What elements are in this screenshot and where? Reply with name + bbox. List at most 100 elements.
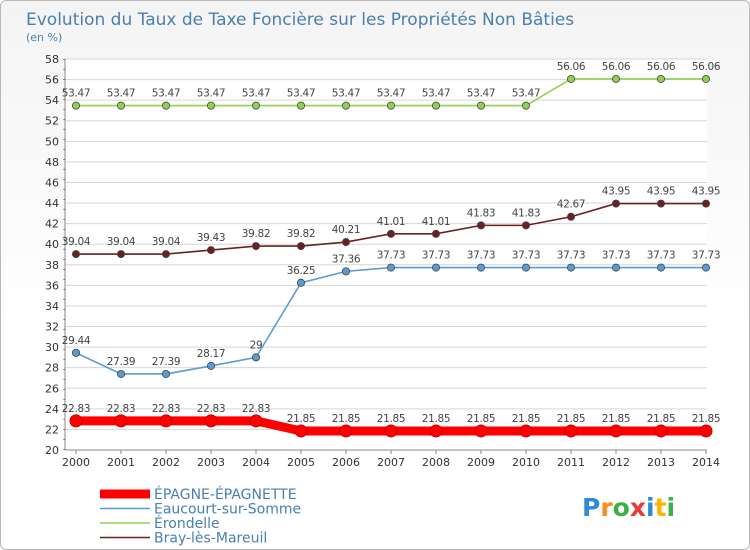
x-tick-label: 2014: [692, 456, 720, 469]
x-tick-label: 2000: [62, 456, 90, 469]
data-point: [702, 74, 711, 83]
y-tick-label: 56: [45, 74, 59, 87]
y-tick-label: 20: [45, 444, 59, 457]
data-point: [386, 101, 395, 110]
x-tick-label: 2007: [377, 456, 405, 469]
data-label: 21.85: [377, 413, 406, 425]
data-label: 43.95: [602, 186, 631, 198]
logo-letter: t: [655, 493, 667, 522]
data-label: 39.82: [287, 228, 316, 240]
x-tick-label: 2005: [287, 456, 315, 469]
data-label: 53.47: [152, 88, 181, 100]
data-label: 43.95: [692, 186, 721, 198]
data-point: [294, 424, 308, 438]
series: [69, 74, 713, 438]
y-tick-label: 44: [45, 197, 59, 210]
data-label: 21.85: [287, 413, 316, 425]
legend-label-0: ÉPAGNE-ÉPAGNETTE: [154, 486, 297, 503]
y-tick-label: 34: [45, 300, 59, 313]
data-label: 56.06: [557, 61, 586, 73]
data-point: [159, 414, 173, 428]
data-labels: 22.83 22.83 22.83 22.83 22.83 21.85 21.85 21.85…: [62, 61, 721, 425]
axes: 20 22 24 26 28 30 32 34 36 38 40 42 44 46 48 50 52 54 56 58…: [45, 53, 720, 469]
data-point: [251, 101, 260, 110]
data-point: [522, 101, 531, 110]
y-tick-label: 28: [45, 362, 59, 375]
data-point: [657, 263, 666, 272]
data-point: [117, 369, 126, 378]
data-label: 43.95: [647, 186, 676, 198]
data-label: 53.47: [377, 88, 406, 100]
data-label: 53.47: [62, 88, 91, 100]
data-label: 29: [250, 339, 263, 351]
data-label: 21.85: [512, 413, 541, 425]
data-point: [567, 263, 576, 272]
x-tick-label: 2008: [422, 456, 450, 469]
data-point: [114, 414, 128, 428]
data-label: 27.39: [152, 356, 181, 368]
data-point: [522, 221, 531, 230]
data-label: 39.04: [152, 236, 181, 248]
data-point: [519, 424, 533, 438]
data-label: 53.47: [242, 88, 271, 100]
data-point: [161, 101, 170, 110]
data-label: 41.83: [512, 207, 541, 219]
data-point: [431, 101, 440, 110]
data-point: [341, 267, 350, 276]
data-label: 40.21: [332, 224, 361, 236]
chart-subtitle: (en %): [26, 31, 62, 44]
x-tick-label: 2004: [242, 456, 270, 469]
data-point: [474, 424, 488, 438]
data-point: [206, 101, 215, 110]
logo-letter: x: [630, 493, 646, 522]
data-point: [476, 263, 485, 272]
data-label: 37.73: [512, 250, 541, 262]
y-tick-label: 58: [45, 53, 59, 66]
logo-letter: i: [646, 493, 655, 522]
legend-label-1: Eaucourt-sur-Somme: [154, 502, 301, 518]
data-point: [117, 250, 126, 259]
data-label: 29.44: [62, 335, 91, 347]
y-tick-label: 48: [45, 156, 59, 169]
data-point: [522, 263, 531, 272]
x-tick-label: 2010: [512, 456, 540, 469]
data-label: 37.73: [377, 250, 406, 262]
data-point: [386, 263, 395, 272]
data-label: 36.25: [287, 265, 316, 277]
data-label: 22.83: [242, 403, 271, 415]
data-label: 41.01: [377, 216, 406, 228]
chart-title: Evolution du Taux de Taxe Foncière sur l…: [26, 10, 574, 30]
data-label: 37.73: [647, 250, 676, 262]
data-point: [612, 263, 621, 272]
data-point: [117, 101, 126, 110]
data-label: 22.83: [197, 403, 226, 415]
x-tick-label: 2001: [107, 456, 135, 469]
logo-letter: P: [582, 493, 600, 522]
data-label: 22.83: [152, 403, 181, 415]
data-point: [296, 242, 305, 251]
data-point: [476, 101, 485, 110]
data-point: [204, 414, 218, 428]
data-label: 39.43: [197, 232, 226, 244]
data-point: [386, 229, 395, 238]
data-point: [657, 74, 666, 83]
data-label: 41.83: [467, 207, 496, 219]
data-point: [564, 424, 578, 438]
data-point: [341, 101, 350, 110]
y-tick-label: 46: [45, 176, 59, 189]
data-label: 53.47: [197, 88, 226, 100]
data-point: [251, 353, 260, 362]
data-point: [429, 424, 443, 438]
data-point: [612, 74, 621, 83]
data-point: [609, 424, 623, 438]
logo-letter: o: [613, 493, 630, 522]
y-tick-label: 54: [45, 94, 59, 107]
data-label: 53.47: [467, 88, 496, 100]
data-point: [341, 238, 350, 247]
x-tick-label: 2013: [647, 456, 675, 469]
data-point: [431, 263, 440, 272]
y-tick-label: 50: [45, 135, 59, 148]
data-point: [72, 101, 81, 110]
data-point: [296, 278, 305, 287]
